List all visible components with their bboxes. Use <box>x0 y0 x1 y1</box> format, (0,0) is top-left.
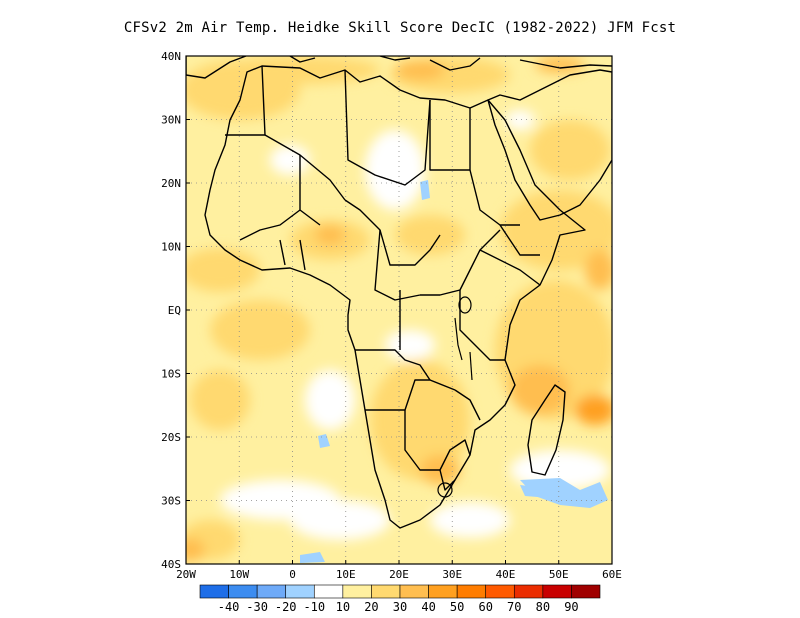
colorbar-swatch <box>399 584 429 599</box>
lat-tick-label: EQ <box>168 304 181 317</box>
colorbar-label: 60 <box>478 600 492 614</box>
grid-lines <box>186 56 612 564</box>
colorbar-swatch <box>542 584 572 599</box>
colorbar-label: 40 <box>421 600 435 614</box>
colorbar-label: -10 <box>303 600 325 614</box>
colorbar-swatch <box>228 584 258 599</box>
lat-tick-label: 20S <box>161 431 181 444</box>
lon-tick-labels: 20W 10W 0 10E 20E 30E 40E 50E 60E <box>176 560 622 581</box>
colorbar-label: 50 <box>450 600 464 614</box>
colorbar-swatch <box>256 584 287 599</box>
lon-tick-label: 60E <box>602 568 622 581</box>
colorbar-label: 10 <box>336 600 350 614</box>
colorbar-swatch <box>285 584 315 599</box>
lon-tick-label: 10W <box>229 568 249 581</box>
lon-tick-label: 0 <box>289 568 296 581</box>
lakes <box>437 296 473 498</box>
lon-tick-label: 20E <box>389 568 409 581</box>
lon-tick-label: 20W <box>176 568 196 581</box>
colorbar-label: -40 <box>218 600 240 614</box>
lon-tick-label: 30E <box>442 568 462 581</box>
colorbar-swatch <box>371 584 401 599</box>
lon-tick-label: 40E <box>496 568 516 581</box>
colorbar-label: 20 <box>364 600 378 614</box>
colorbar-label: 90 <box>564 600 578 614</box>
colorbar-label: 30 <box>393 600 407 614</box>
lat-tick-label: 40N <box>161 50 181 63</box>
colorbar-swatch <box>313 584 344 599</box>
colorbar-label: 70 <box>507 600 521 614</box>
lat-tick-label: 10S <box>161 368 181 381</box>
coastlines <box>186 56 612 529</box>
lon-tick-label: 10E <box>336 568 356 581</box>
lat-tick-label: 30S <box>161 495 181 508</box>
colorbar-swatch <box>456 584 487 599</box>
colorbar-swatch <box>428 584 458 599</box>
colorbar: -40 -30 -20 -10 10 20 30 40 50 60 70 80 90 <box>199 584 601 614</box>
lon-tick-label: 50E <box>549 568 569 581</box>
colorbar-swatch <box>342 584 372 599</box>
colorbar-label: -30 <box>246 600 268 614</box>
colorbar-label: -20 <box>275 600 297 614</box>
map-title: CFSv2 2m Air Temp. Heidke Skill Score De… <box>123 20 677 36</box>
colorbar-swatch <box>485 584 515 599</box>
lat-tick-label: 40S <box>161 558 181 571</box>
colorbar-label: 80 <box>536 600 550 614</box>
lat-tick-label: 30N <box>161 114 181 127</box>
lat-tick-label: 20N <box>161 177 181 190</box>
lat-tick-labels: 40N 30N 20N 10N EQ 10S 20S 30S 40S <box>161 50 190 571</box>
colorbar-swatch <box>571 584 601 599</box>
lat-tick-label: 10N <box>161 241 181 254</box>
colorbar-swatch <box>513 584 544 599</box>
colorbar-swatch <box>199 584 229 599</box>
